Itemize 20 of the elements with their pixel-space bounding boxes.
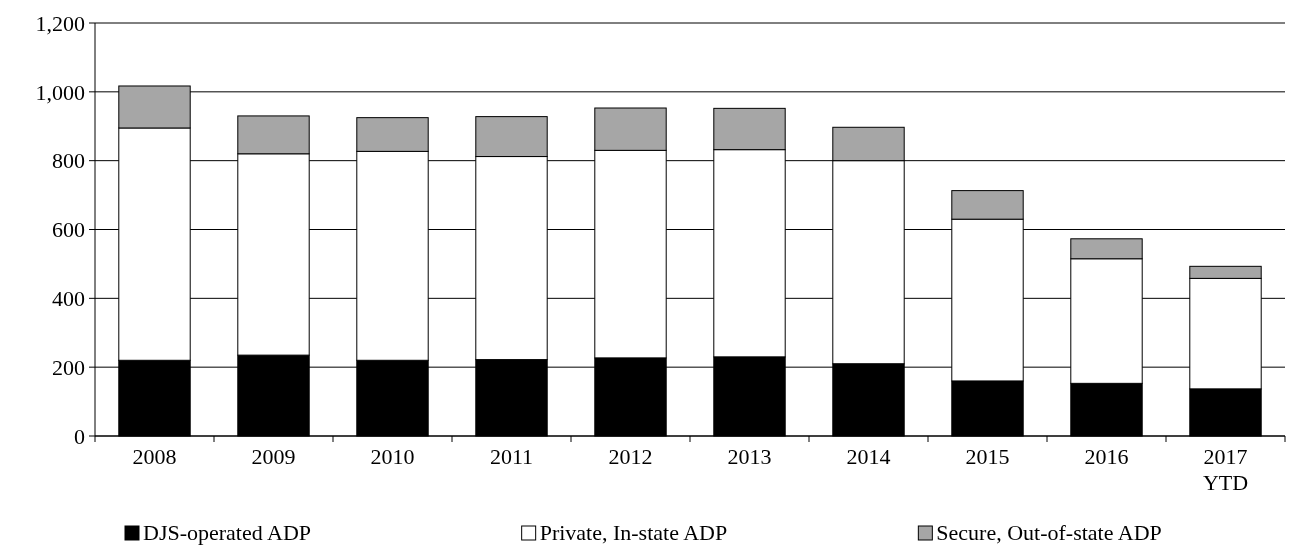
y-tick-label: 400 [52, 286, 85, 312]
y-tick-label: 200 [52, 354, 85, 380]
y-tick-label: 600 [52, 217, 85, 243]
legend-label: DJS-operated ADP [143, 520, 312, 545]
x-tick-label: 2008 [132, 444, 177, 469]
x-tick-label: 2015 [965, 444, 1010, 469]
y-tick-label: 1,000 [35, 79, 85, 105]
legend-label: Private, In-state ADP [539, 520, 728, 545]
x-tick-label: 2017 YTD [1202, 444, 1249, 495]
x-tick-label: 2012 [608, 444, 653, 469]
x-tick-label: 2013 [727, 444, 772, 469]
legend-label: Secure, Out-of-state ADP [936, 520, 1162, 545]
y-tick-label: 800 [52, 148, 85, 174]
x-tick-label: 2011 [489, 444, 534, 469]
y-tick-label: 1,200 [35, 10, 85, 36]
x-tick-label: 2014 [846, 444, 891, 469]
y-tick-label: 0 [74, 423, 85, 449]
x-tick-label: 2009 [251, 444, 296, 469]
x-tick-label: 2010 [370, 444, 415, 469]
x-tick-label: 2016 [1084, 444, 1129, 469]
